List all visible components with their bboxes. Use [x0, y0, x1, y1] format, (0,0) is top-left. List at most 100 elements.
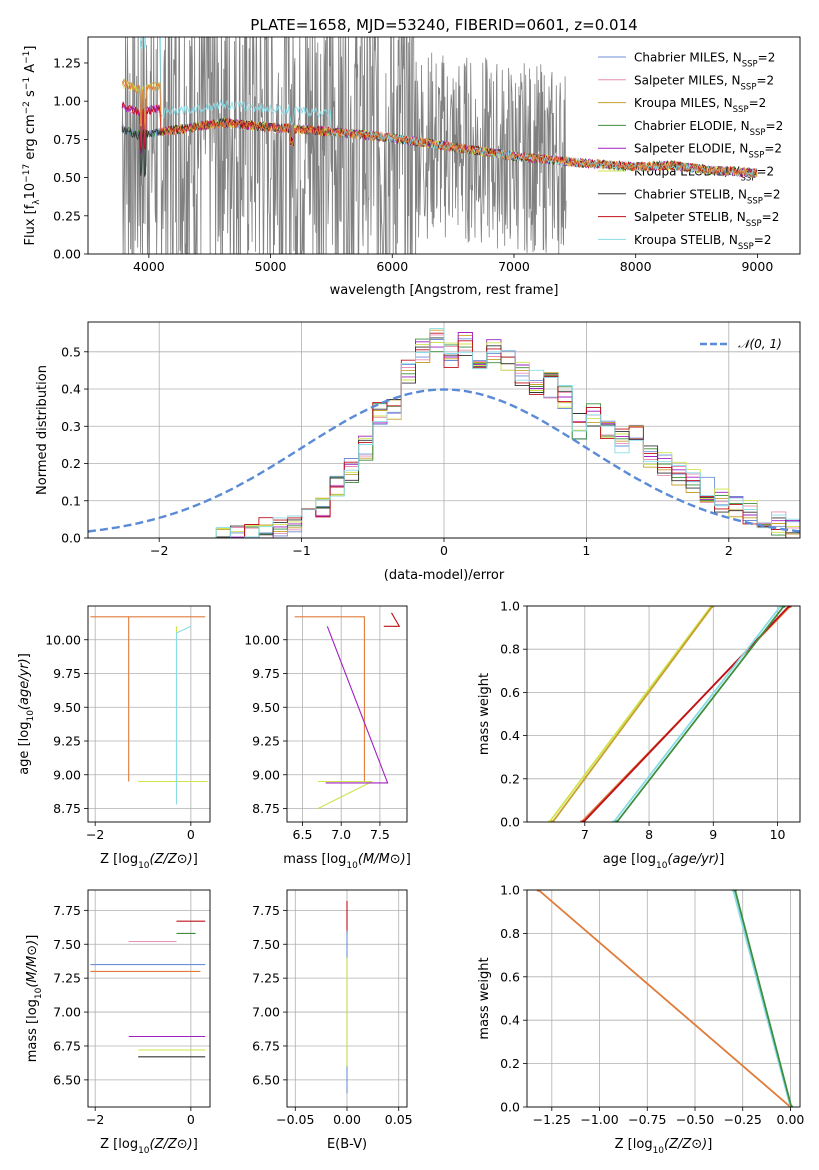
histogram-series-8 — [88, 328, 800, 538]
axes-frame — [526, 889, 801, 1108]
legend-entry: Kroupa STELIB, NSSP=2 — [634, 233, 772, 252]
observed-spectrum — [121, 37, 567, 254]
y-tick-label: 9.25 — [53, 734, 81, 749]
axes-frame — [286, 605, 408, 823]
y-tick-label: 7.50 — [53, 937, 81, 952]
y-tick-label: 0.4 — [61, 382, 81, 397]
age_vs_mass-series-0 — [294, 616, 365, 782]
axes-frame — [286, 889, 408, 1108]
residuals-panel: −2 −1 0 1 2 0.0 0.1 0.2 0.3 0.4 0.5 (data-model)/er… — [35, 321, 801, 583]
massweight_vs_age-series-5 — [616, 606, 785, 822]
massweight_vs_Z-series-0 — [537, 890, 792, 1107]
legend-entry: Chabrier MILES, NSSP=2 — [634, 51, 775, 70]
y-tick-label: 0.0 — [500, 815, 520, 830]
age_vs_Z-plot-area — [90, 616, 208, 805]
y-tick-label: 6.75 — [252, 1038, 280, 1053]
massweight_vs_age-series-4 — [612, 606, 782, 822]
x-tick-label: −2 — [86, 827, 104, 842]
axes-frame — [87, 36, 801, 255]
histogram-plot-area — [88, 328, 800, 538]
legend-entry: 𝒩(0, 1) — [738, 337, 782, 351]
x-tick-label: −0.75 — [628, 1112, 666, 1127]
histogram-series-4 — [88, 332, 800, 538]
y-tick-label: 0.75 — [53, 132, 81, 147]
x-axis-label: age [log10(age/yr)] — [603, 852, 725, 871]
x-tick-label: −0.05 — [276, 1112, 314, 1127]
massweight_vs_age-series-0 — [548, 606, 713, 822]
y-tick-label: 0.1 — [61, 493, 81, 508]
y-tick-label: 1.0 — [500, 599, 520, 614]
y-axis-label: Normed distribution — [35, 365, 50, 495]
y-tick-label: 1.00 — [53, 94, 81, 109]
x-tick-label: −0.50 — [676, 1112, 714, 1127]
y-tick-label: 10.00 — [45, 632, 81, 647]
y-tick-label: 7.75 — [252, 903, 280, 918]
x-tick-label: 8 — [645, 827, 653, 842]
x-tick-label: 6.5 — [293, 827, 313, 842]
x-tick-label: 7.0 — [331, 827, 351, 842]
y-tick-label: 0.6 — [500, 685, 520, 700]
y-tick-label: 9.50 — [252, 700, 280, 715]
y-tick-label: 8.75 — [252, 801, 280, 816]
age_vs_mass-series-1 — [317, 780, 373, 809]
age_vs_Z-series-0 — [90, 616, 206, 782]
x-tick-label: 4000 — [133, 259, 165, 274]
y-tick-label: 9.00 — [252, 767, 280, 782]
y-tick-label: 7.25 — [53, 971, 81, 986]
x-tick-label: −1 — [292, 543, 310, 558]
x-axis-label: Z [log10(Z/Z⊙)] — [615, 1137, 713, 1156]
x-axis-label: mass [log10(M/M⊙)] — [283, 852, 411, 871]
x-tick-label: 1 — [582, 543, 590, 558]
age_vs_Z-series-1 — [138, 626, 208, 783]
y-tick-label: 7.25 — [252, 971, 280, 986]
y-tick-label: 7.00 — [53, 1005, 81, 1020]
y-tick-label: 0.0 — [500, 1100, 520, 1115]
x-tick-label: 2 — [725, 543, 733, 558]
x-tick-label: 0.00 — [333, 1112, 361, 1127]
y-tick-label: 7.50 — [252, 937, 280, 952]
histogram-series-7 — [88, 332, 800, 538]
y-axis-label: Flux [fλ10−17 erg cm−2 s−1 A−1] — [22, 46, 42, 246]
x-tick-label: 7 — [581, 827, 589, 842]
y-tick-label: 6.50 — [252, 1072, 280, 1087]
y-tick-label: 9.75 — [252, 666, 280, 681]
massweight_vs_Z-series-1 — [732, 890, 792, 1107]
y-tick-label: 0.00 — [53, 247, 81, 262]
massweight_vs_age-series-3 — [582, 606, 790, 822]
x-tick-label: 6000 — [376, 259, 408, 274]
y-tick-label: 9.25 — [252, 734, 280, 749]
mass_vs_Z-plot-area — [90, 920, 206, 1058]
model-spectrum-9 — [121, 79, 758, 178]
y-tick-label: 9.75 — [53, 666, 81, 681]
massweight_vs_Z-panel: −1.25 −1.00 −0.75 −0.50 −0.25 0.00 0.0 0.2 0.4 0.… — [477, 883, 804, 1157]
x-axis-label: (data-model)/error — [384, 568, 505, 583]
y-tick-label: 0.2 — [500, 1056, 520, 1071]
age_vs_mass-plot-area — [294, 612, 401, 809]
histogram-legend: 𝒩(0, 1) — [700, 337, 782, 351]
legend-entry: Chabrier ELODIE, NSSP=2 — [634, 119, 783, 138]
y-tick-label: 0.8 — [500, 642, 520, 657]
age_vs_mass-panel: 6.5 7.0 7.5 8.75 9.00 9.25 9.50 9.75 10.00 mass [… — [244, 605, 411, 871]
axes-frame — [526, 605, 801, 823]
y-tick-label: 7.00 — [252, 1005, 280, 1020]
y-tick-label: 0.2 — [500, 771, 520, 786]
x-tick-label: 0.05 — [385, 1112, 413, 1127]
y-tick-label: 7.75 — [53, 903, 81, 918]
axes-frame — [87, 605, 211, 823]
spectrum-legend: Chabrier MILES, NSSP=2 Salpeter MILES, NS… — [598, 51, 783, 252]
normal-curve — [88, 388, 800, 533]
x-tick-label: 5000 — [255, 259, 287, 274]
x-tick-label: −1.25 — [533, 1112, 571, 1127]
age_vs_Z-series-2 — [175, 625, 192, 805]
x-tick-label: −2 — [150, 543, 168, 558]
y-tick-label: 0.4 — [500, 1013, 520, 1028]
legend-entry: Salpeter MILES, NSSP=2 — [634, 73, 774, 92]
axes-frame — [87, 321, 801, 539]
age_vs_mass-series-3 — [383, 612, 401, 627]
x-tick-label: 8000 — [620, 259, 652, 274]
x-tick-label: 10 — [770, 827, 786, 842]
y-tick-label: 10.00 — [244, 632, 280, 647]
x-axis-label: E(B-V) — [327, 1137, 367, 1152]
y-tick-label: 0.25 — [53, 208, 81, 223]
y-tick-label: 0.3 — [61, 419, 81, 434]
